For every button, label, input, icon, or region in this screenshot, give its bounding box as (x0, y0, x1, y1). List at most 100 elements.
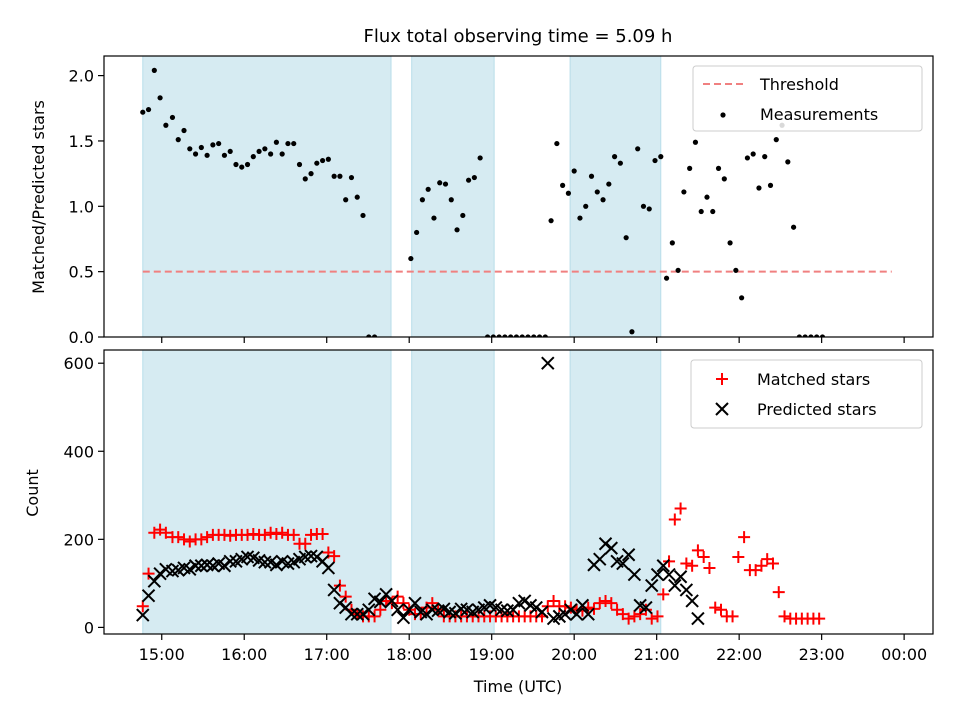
matched-star-point-117 (813, 612, 826, 625)
top-y-tick-label-4: 2.0 (69, 67, 94, 86)
measurement-point-52 (471, 174, 477, 181)
measurement-point-111 (814, 334, 820, 337)
predicted-star-point-83 (616, 556, 630, 571)
predicted-star-point-41 (373, 595, 388, 609)
measurement-point-9 (192, 151, 199, 157)
measurement-point-109 (802, 334, 808, 337)
measurement-point-110 (808, 334, 814, 337)
predicted-star-point-45 (396, 611, 411, 625)
predicted-star-point-9 (188, 559, 203, 573)
measurement-point-53 (477, 155, 483, 161)
top-shaded-interval-0 (142, 56, 392, 337)
matched-star-point-26 (287, 528, 300, 541)
matched-star-point-10 (195, 533, 208, 546)
measurement-point-82 (646, 206, 652, 212)
matched-star-point-104 (738, 531, 751, 544)
measurement-point-27 (296, 161, 303, 168)
top-shaded-interval-2 (569, 56, 662, 337)
matched-star-point-94 (680, 557, 693, 570)
matched-star-point-95 (686, 559, 699, 572)
measurement-point-95 (721, 176, 727, 182)
top-shaded-interval-1 (411, 56, 495, 337)
measurement-point-47 (442, 181, 449, 187)
measurement-point-51 (465, 177, 472, 183)
x-tick-label-7: 22:00 (716, 645, 762, 664)
matched-star-point-0 (136, 600, 149, 613)
matched-star-point-35 (339, 590, 352, 603)
matched-star-point-85 (628, 610, 641, 623)
predicted-star-point-70 (541, 356, 555, 370)
matched-star-point-90 (657, 588, 670, 601)
measurement-point-96 (727, 240, 733, 246)
measurement-point-14 (221, 152, 228, 158)
measurement-point-83 (652, 157, 658, 164)
measurement-point-46 (437, 180, 443, 186)
predicted-star-point-0 (136, 608, 150, 622)
predicted-star-point-2 (147, 574, 162, 588)
matched-star-point-40 (368, 610, 381, 623)
measurement-point-94 (715, 165, 722, 171)
measurement-point-65 (548, 218, 554, 224)
measurement-point-74 (600, 197, 606, 203)
threshold-legend-label: Threshold (759, 75, 839, 94)
measurement-point-62 (531, 334, 537, 337)
predicted-star-point-93 (673, 570, 688, 584)
matched-star-point-99 (709, 601, 722, 614)
measurement-point-70 (577, 215, 583, 221)
matched-star-point-88 (645, 612, 658, 625)
measurement-point-91 (698, 208, 704, 215)
measurement-point-12 (210, 142, 216, 148)
matched-star-point-81 (605, 597, 618, 610)
measurement-point-8 (187, 146, 193, 152)
x-tick-label-1: 16:00 (221, 645, 267, 664)
matched-star-point-96 (691, 544, 704, 557)
measurement-point-101 (756, 185, 762, 191)
matched-star-point-45 (397, 597, 410, 610)
bottom-y-tick-label-0: 0 (84, 618, 94, 637)
measurement-point-44 (425, 186, 431, 192)
top-y-tick-label-1: 0.5 (69, 263, 94, 282)
x-tick-label-5: 20:00 (551, 645, 597, 664)
measurement-point-30 (314, 160, 320, 166)
measurement-point-80 (635, 146, 641, 152)
matched-star-point-50 (426, 597, 439, 610)
measurement-point-75 (606, 181, 612, 187)
matched-star-point-74 (564, 601, 577, 614)
measurement-point-103 (767, 182, 774, 188)
predicted-legend-swatch (715, 402, 729, 416)
measurement-point-38 (360, 212, 366, 219)
matched-star-point-41 (374, 603, 387, 616)
predicted-star-point-21 (258, 555, 272, 569)
measurement-points (140, 67, 826, 337)
predicted-star-point-15 (223, 554, 237, 569)
measurement-point-23 (273, 139, 279, 145)
matched-star-point-1 (142, 567, 155, 580)
predicted-legend-label: Predicted stars (757, 400, 877, 419)
top-shaded-intervals (142, 56, 662, 337)
measurement-point-87 (675, 267, 681, 273)
matched-star-point-109 (766, 557, 779, 570)
measurement-point-90 (692, 139, 699, 145)
measurement-point-64 (542, 334, 548, 337)
measurement-point-18 (244, 161, 251, 168)
measurement-point-81 (640, 203, 647, 209)
measurement-point-3 (157, 95, 163, 101)
matched-star-point-100 (715, 603, 728, 616)
measurement-point-29 (308, 171, 314, 177)
measurement-point-1 (145, 106, 152, 113)
measurement-point-0 (140, 109, 146, 115)
measurement-point-7 (181, 127, 187, 134)
matched-star-point-89 (651, 610, 664, 623)
measurement-point-49 (454, 227, 460, 233)
bottom-shaded-intervals (142, 350, 662, 634)
predicted-star-point-95 (685, 594, 699, 608)
measurement-point-93 (710, 208, 716, 215)
measurement-point-89 (687, 165, 693, 171)
matched-star-point-28 (299, 537, 312, 550)
measurement-point-54 (484, 334, 491, 337)
x-tick-label-4: 19:00 (469, 645, 515, 664)
predicted-star-point-88 (645, 578, 659, 593)
measurement-point-17 (239, 164, 245, 170)
measurement-point-55 (490, 334, 496, 337)
predicted-star-point-91 (662, 567, 676, 582)
